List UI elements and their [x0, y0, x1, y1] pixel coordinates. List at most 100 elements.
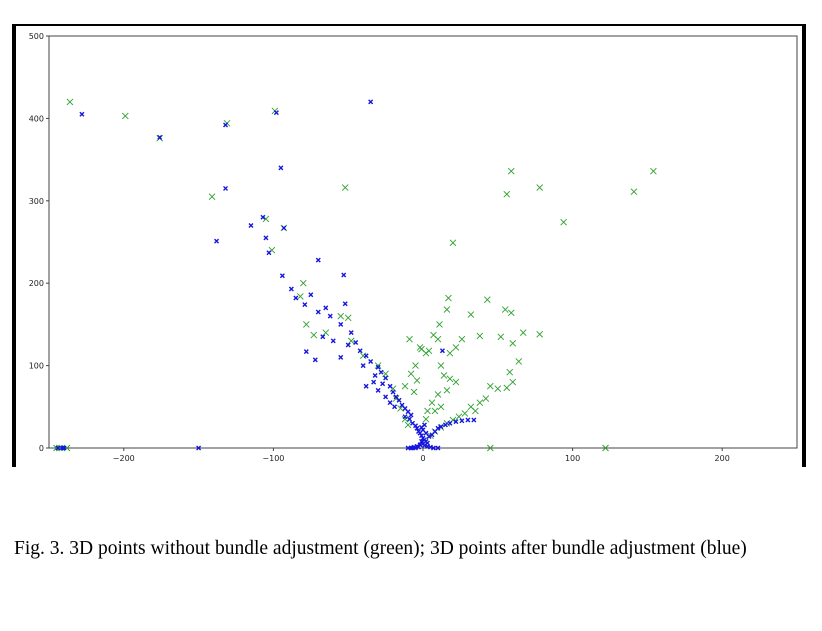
- scatter-point: [437, 403, 445, 411]
- scatter-point: [322, 329, 330, 336]
- scatter-point: [536, 330, 544, 338]
- scatter-point: [630, 188, 638, 196]
- scatter-point: [476, 399, 484, 406]
- scatter-point: [342, 301, 348, 307]
- scatter-point: [157, 134, 163, 140]
- scatter-point: [439, 348, 445, 354]
- scatter-point: [494, 385, 502, 392]
- scatter-point: [458, 335, 466, 343]
- x-tick-label: 0: [420, 454, 425, 463]
- scatter-point: [359, 352, 367, 360]
- x-tick-label: −200: [113, 454, 135, 463]
- scatter-point: [422, 415, 430, 423]
- scatter-point: [406, 335, 413, 343]
- scatter-point: [443, 387, 451, 394]
- scatter-point: [308, 292, 314, 298]
- scatter-point: [446, 375, 454, 383]
- y-tick-label: 200: [29, 279, 44, 288]
- x-tick-label: −100: [262, 454, 284, 463]
- scatter-point: [435, 425, 441, 431]
- y-tick-label: 100: [29, 362, 44, 371]
- scatter-point: [302, 302, 308, 308]
- scatter-point: [438, 424, 444, 430]
- scatter-point: [650, 167, 657, 175]
- scatter-point: [472, 407, 479, 415]
- scatter-point: [248, 223, 254, 229]
- scatter-point: [437, 362, 445, 369]
- scatter-point: [413, 377, 421, 384]
- scatter-point: [278, 165, 284, 171]
- scatter-point: [425, 347, 433, 355]
- scatter-point: [467, 311, 475, 318]
- scatter-point: [303, 349, 309, 355]
- scatter-point: [503, 190, 511, 198]
- scatter-point: [507, 309, 515, 317]
- scatter-point: [312, 357, 318, 363]
- scatter-point: [273, 110, 279, 116]
- scatter-point: [602, 444, 609, 452]
- scatter-point: [310, 331, 318, 339]
- scatter-point: [260, 214, 266, 220]
- scatter-point: [396, 397, 402, 403]
- scatter-point: [465, 417, 471, 423]
- scatter-point: [360, 363, 366, 369]
- scatter-point: [315, 309, 321, 315]
- scatter-point: [536, 184, 544, 191]
- scatter-point: [387, 400, 393, 406]
- scatter-point: [53, 444, 60, 452]
- scatter-point: [487, 444, 494, 452]
- scatter-point: [61, 445, 67, 451]
- scatter-point: [407, 416, 413, 422]
- scatter-point: [434, 391, 442, 398]
- scatter-point: [392, 404, 398, 410]
- scatter-point: [509, 378, 517, 386]
- scatter-point: [375, 364, 381, 370]
- scatter-point: [436, 321, 443, 328]
- scatter-point: [482, 395, 490, 402]
- scatter-point: [501, 306, 509, 313]
- scatter-chart: −200 −100 0 100 200 0 100 200 300 400 500: [29, 32, 798, 463]
- scatter-point: [345, 342, 351, 348]
- scatter-point: [196, 445, 202, 451]
- scatter-point: [66, 98, 74, 106]
- scatter-point: [430, 445, 436, 451]
- scatter-point: [515, 358, 523, 365]
- scatter-point: [407, 370, 415, 378]
- scatter-point: [320, 334, 326, 340]
- figure-frame: −200 −100 0 100 200 0 100 200 300 400 500: [12, 24, 806, 467]
- scatter-point: [344, 314, 352, 322]
- scatter-point: [357, 348, 363, 354]
- scatter-point: [414, 425, 420, 431]
- scatter-point: [446, 349, 454, 357]
- scatter-point: [323, 305, 329, 311]
- axis-ticks: −200 −100 0 100 200 0 100 200 300 400 500: [29, 32, 730, 463]
- scatter-point: [223, 122, 229, 128]
- scatter-point: [363, 353, 369, 359]
- scatter-point: [63, 444, 71, 452]
- scatter-point: [121, 112, 129, 120]
- scatter-point: [503, 384, 511, 392]
- scatter-point: [442, 422, 448, 428]
- series-blue-points: [55, 99, 477, 451]
- scatter-point: [327, 313, 333, 319]
- scatter-point: [452, 378, 460, 386]
- scatter-point: [387, 383, 393, 389]
- scatter-point: [434, 335, 442, 343]
- data-series: [53, 98, 657, 452]
- scatter-point: [560, 218, 567, 226]
- scatter-point: [414, 443, 420, 449]
- scatter-point: [380, 381, 386, 387]
- scatter-point: [302, 321, 310, 328]
- scatter-point: [281, 225, 287, 231]
- scatter-point: [471, 417, 477, 423]
- scatter-point: [455, 413, 463, 421]
- scatter-point: [487, 382, 494, 390]
- frame-left-border: [12, 24, 16, 467]
- scatter-point: [506, 368, 514, 376]
- scatter-point: [263, 235, 269, 241]
- scatter-point: [453, 419, 459, 425]
- y-tick-label: 300: [29, 197, 44, 206]
- scatter-point: [293, 295, 299, 301]
- scatter-point: [330, 338, 336, 344]
- scatter-point: [443, 306, 451, 313]
